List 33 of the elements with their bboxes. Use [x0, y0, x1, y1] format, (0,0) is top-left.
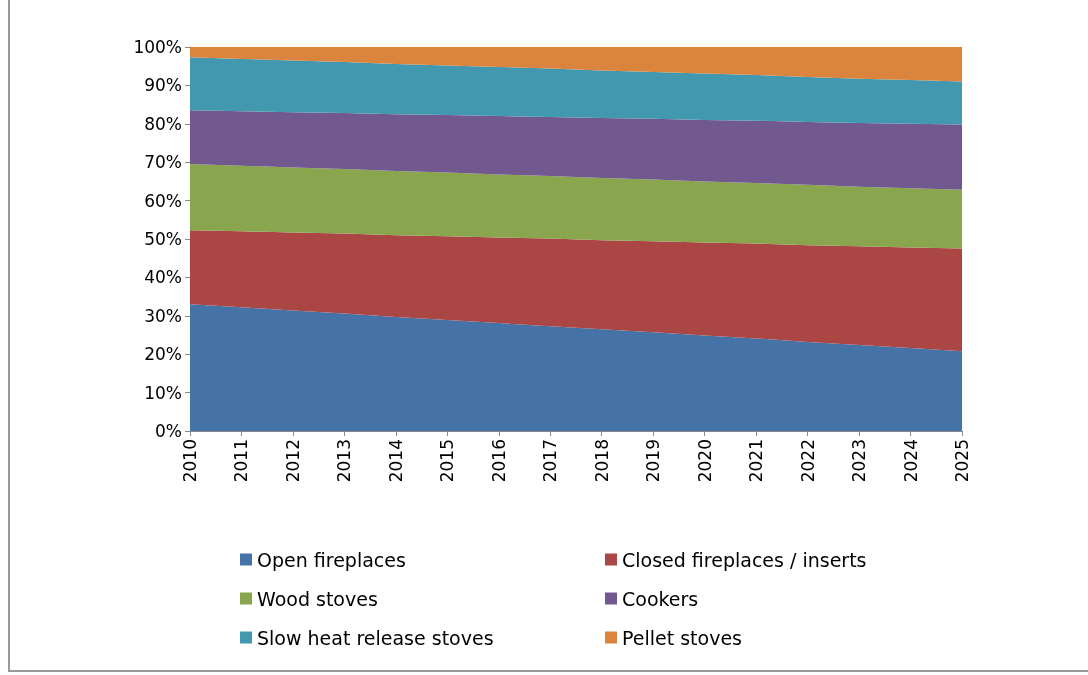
x-tick-label: 2018 [591, 439, 612, 483]
y-tick-label: 50% [144, 229, 182, 249]
legend-label: Pellet stoves [622, 626, 743, 649]
y-tick-label: 60% [144, 190, 182, 211]
y-tick-label: 100% [133, 37, 182, 57]
x-tick-label: 2023 [849, 439, 870, 483]
y-tick-label: 70% [144, 152, 182, 173]
legend-label: Closed fireplaces / inserts [622, 548, 867, 571]
x-tick-label: 2024 [900, 439, 921, 483]
y-tick-label: 10% [144, 382, 182, 403]
x-tick-label: 2025 [952, 439, 972, 483]
y-tick-label: 90% [144, 75, 182, 96]
x-tick-label: 2013 [334, 439, 355, 483]
y-tick-label: 80% [144, 113, 182, 134]
x-tick-label: 2014 [385, 439, 406, 483]
legend-label: Cookers [622, 587, 699, 610]
x-tick-label: 2012 [282, 439, 303, 483]
y-tick-label: 30% [144, 305, 182, 326]
x-tick-label: 2015 [437, 439, 458, 483]
x-tick-label: 2011 [231, 439, 252, 483]
x-tick-label: 2017 [540, 439, 561, 483]
legend-label: Wood stoves [257, 587, 378, 610]
legend-label: Open fireplaces [257, 548, 406, 571]
x-tick-label: 2019 [643, 439, 664, 483]
x-tick-label: 2010 [180, 439, 200, 483]
y-tick-label: 0% [155, 421, 182, 441]
legend-label: Slow heat release stoves [257, 626, 494, 649]
x-tick-label: 2021 [746, 439, 767, 483]
y-tick-label: 20% [144, 344, 182, 365]
x-tick-label: 2020 [694, 439, 715, 483]
x-tick-label: 2022 [797, 439, 818, 483]
y-tick-label: 40% [144, 267, 182, 288]
x-tick-label: 2016 [488, 439, 509, 483]
